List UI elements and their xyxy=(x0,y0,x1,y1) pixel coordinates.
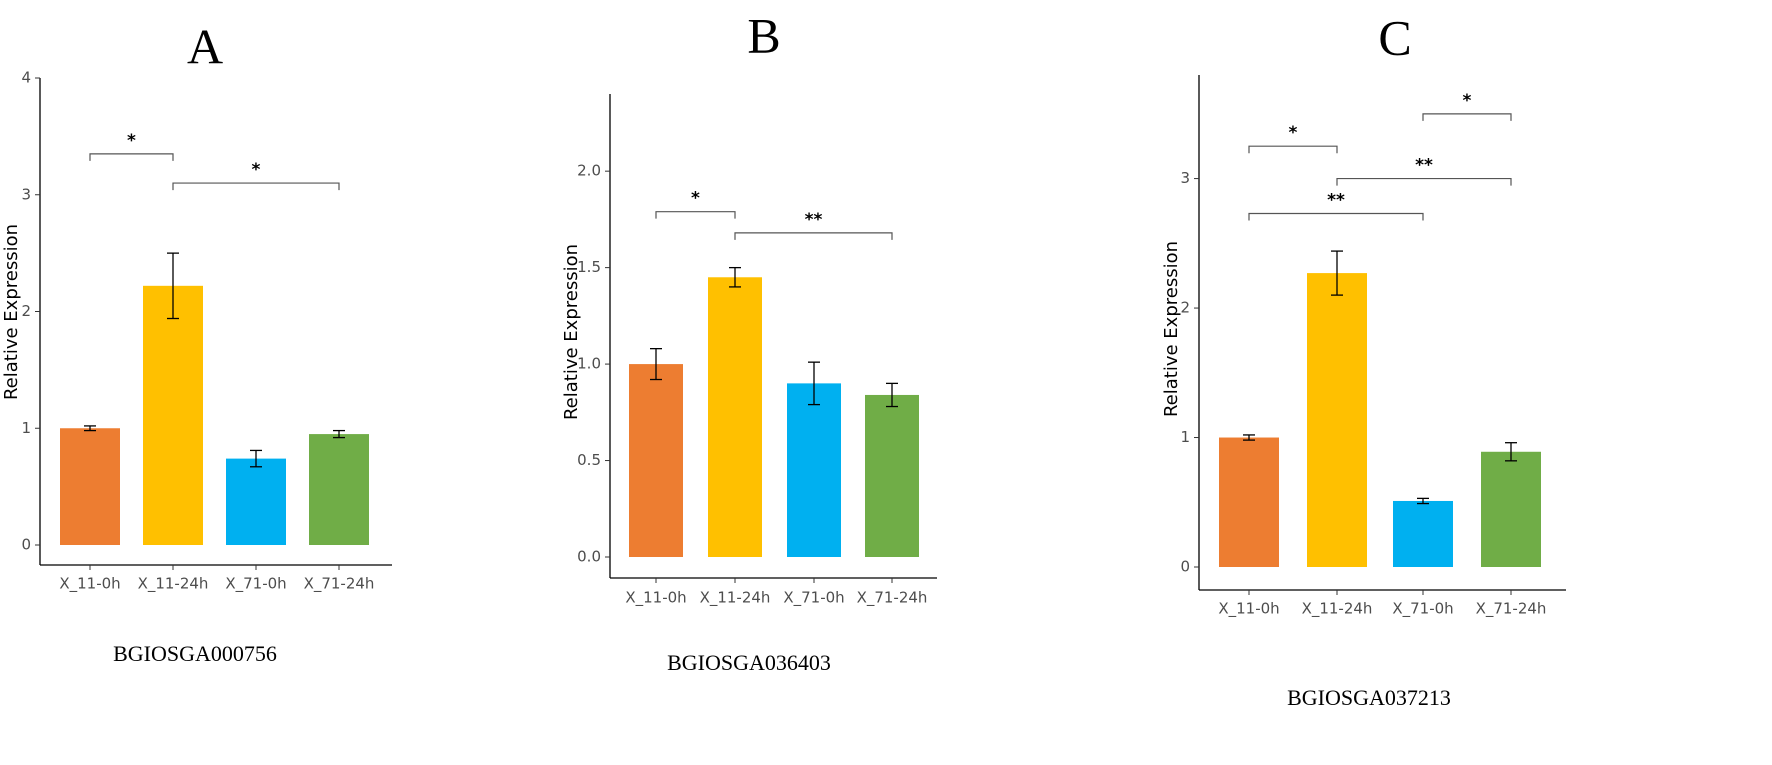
significance-bracket xyxy=(89,153,174,161)
y-tick-label: 0 xyxy=(21,536,31,554)
x-tick-label: X_11-24h xyxy=(1302,600,1373,619)
bar-x11-0h xyxy=(629,364,683,557)
y-tick-label: 2 xyxy=(1180,299,1190,317)
bar-x11-0h xyxy=(60,428,120,545)
panel-c: C 0 1 2 3 Relative Expression X_11-0h X_11-24h X… xyxy=(1161,9,1566,710)
significance-bracket xyxy=(655,211,736,219)
significance-bracket xyxy=(1248,145,1338,154)
bar-x71-0h xyxy=(787,383,841,557)
bar-x11-24h xyxy=(708,277,762,557)
significance-label: ** xyxy=(1415,156,1433,176)
y-tick-label: 4 xyxy=(21,69,31,87)
y-axis-title: Relative Expression xyxy=(1,224,22,400)
bar-x71-0h xyxy=(1393,500,1453,567)
x-tick-label: X_71-0h xyxy=(1392,600,1453,619)
y-tick-label: 2 xyxy=(21,302,31,320)
panel-a: A 0 1 2 3 4 Relative Expression X_11-0h X_11-24h… xyxy=(1,18,392,666)
y-tick-label: 0.5 xyxy=(577,451,601,469)
y-tick-label: 3 xyxy=(21,185,31,203)
panel-letter: C xyxy=(1378,9,1411,65)
x-tick-label: X_71-0h xyxy=(225,575,286,594)
y-axis-title: Relative Expression xyxy=(561,244,582,420)
significance-bracket xyxy=(1248,212,1424,221)
y-tick-label: 1 xyxy=(1180,428,1190,446)
bar-x11-24h xyxy=(1307,273,1367,567)
bar-x11-0h xyxy=(1219,437,1279,567)
x-tick-label: X_71-24h xyxy=(857,589,928,608)
gene-label: BGIOSGA037213 xyxy=(1287,685,1451,710)
significance-label: * xyxy=(127,131,136,151)
significance-bracket xyxy=(734,232,893,240)
bar-x71-24h xyxy=(1481,451,1541,567)
significance-label: * xyxy=(1289,123,1298,143)
gene-label: BGIOSGA036403 xyxy=(667,650,831,675)
significance-bracket xyxy=(1336,177,1512,186)
y-tick-label: 0.0 xyxy=(577,548,601,566)
panel-letter: B xyxy=(747,7,780,63)
x-tick-label: X_71-0h xyxy=(783,589,844,608)
bar-x71-0h xyxy=(226,458,286,545)
y-tick-label: 0 xyxy=(1180,558,1190,576)
x-tick-label: X_11-0h xyxy=(59,575,120,594)
y-tick-label: 1.0 xyxy=(577,355,601,373)
significance-bracket xyxy=(1422,113,1512,121)
significance-bracket xyxy=(172,182,340,191)
panel-b: B 0.0 0.5 1.0 1.5 2.0 Relative Expression X_11-… xyxy=(561,7,937,675)
bar-x11-24h xyxy=(143,285,203,545)
y-axis-title: Relative Expression xyxy=(1161,241,1182,417)
x-tick-label: X_11-0h xyxy=(1218,600,1279,619)
significance-label: * xyxy=(691,189,700,209)
significance-label: * xyxy=(252,160,261,180)
y-tick-label: 1.5 xyxy=(577,258,601,276)
y-tick-label: 1 xyxy=(21,419,31,437)
x-tick-label: X_71-24h xyxy=(1476,600,1547,619)
significance-label: ** xyxy=(1327,191,1345,211)
bar-x71-24h xyxy=(309,434,369,545)
gene-label: BGIOSGA000756 xyxy=(113,641,277,666)
x-tick-label: X_11-0h xyxy=(625,589,686,608)
x-tick-label: X_11-24h xyxy=(138,575,209,594)
panel-letter: A xyxy=(187,18,223,74)
x-tick-label: X_11-24h xyxy=(700,589,771,608)
y-tick-label: 2.0 xyxy=(577,162,601,180)
x-tick-label: X_71-24h xyxy=(304,575,375,594)
significance-label: * xyxy=(1463,91,1472,111)
bar-x71-24h xyxy=(865,394,919,557)
significance-label: ** xyxy=(805,210,823,230)
y-tick-label: 3 xyxy=(1180,169,1190,187)
